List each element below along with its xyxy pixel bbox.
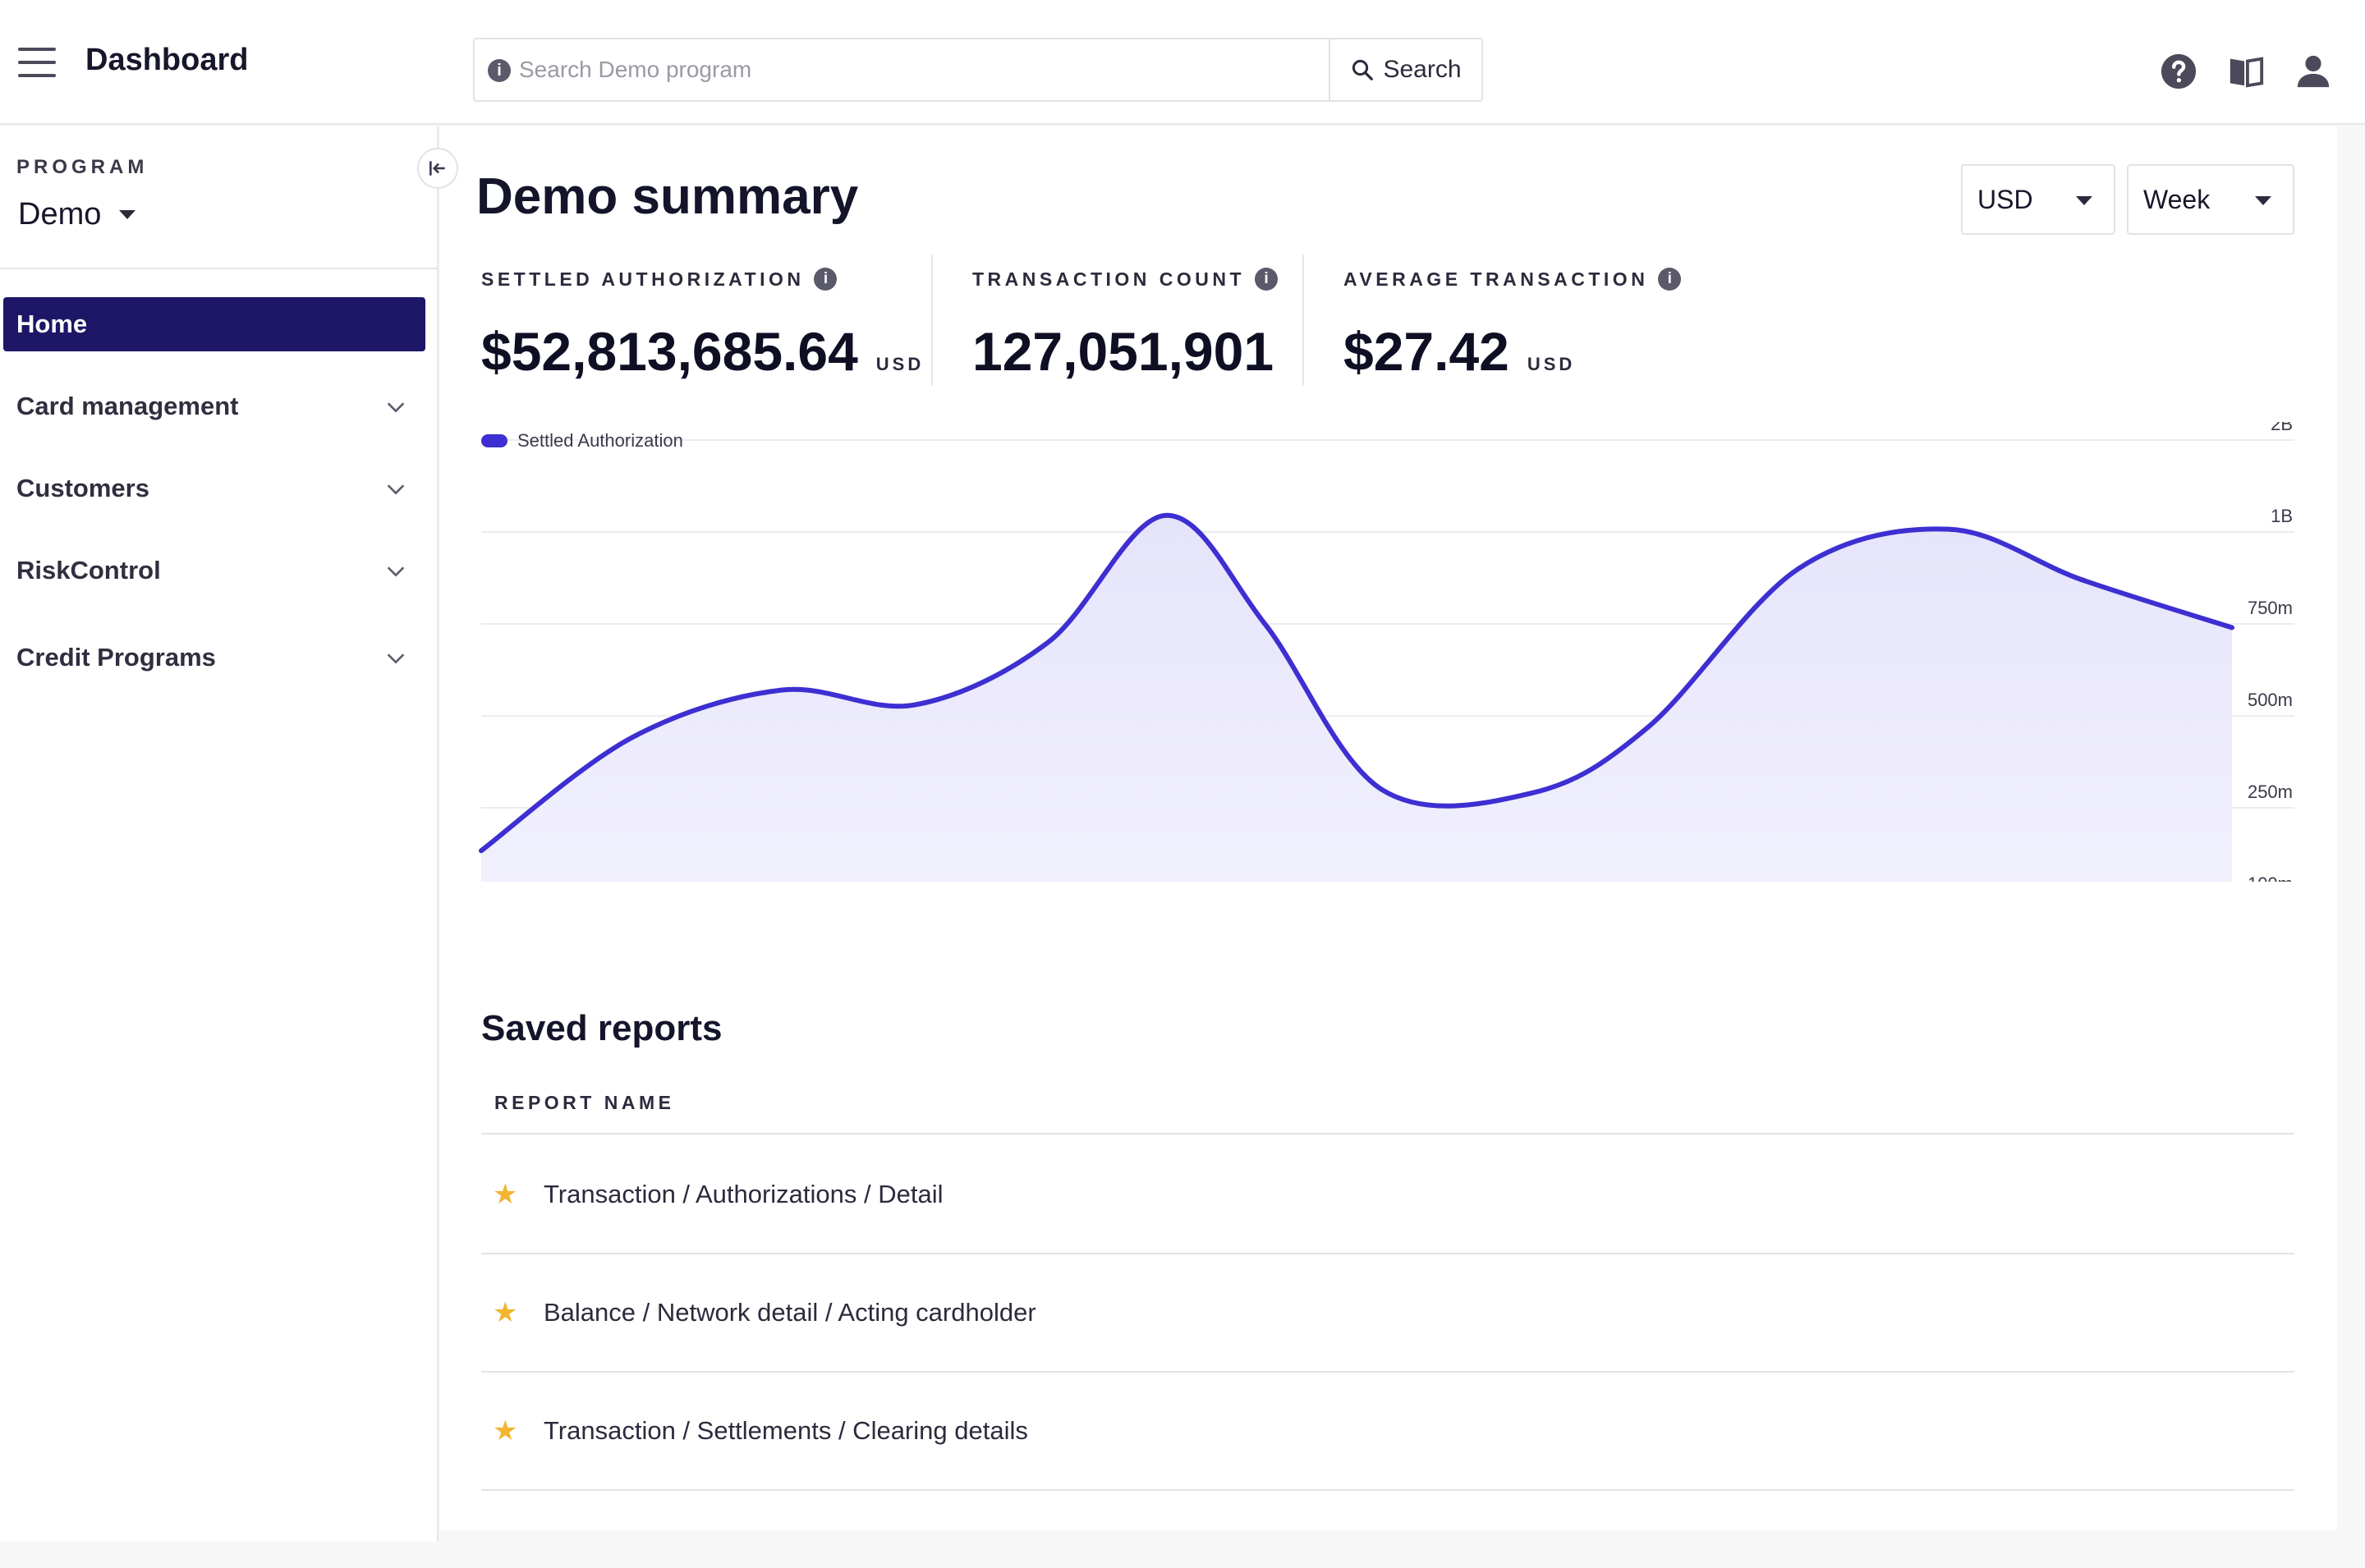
metric-value: $52,813,685.64 USD: [481, 320, 924, 383]
top-bar: Dashboard i Search: [0, 0, 2365, 125]
star-icon[interactable]: ★: [493, 1179, 518, 1210]
report-name: Balance / Network detail / Acting cardho…: [544, 1298, 1036, 1327]
search-bar: i Search: [473, 38, 1483, 102]
table-row[interactable]: ★ Balance / Network detail / Acting card…: [481, 1254, 2294, 1373]
metric-divider: [931, 254, 933, 386]
program-selector[interactable]: Demo: [18, 197, 136, 232]
app-title: Dashboard: [85, 43, 249, 77]
docs-book-icon[interactable]: [2227, 53, 2265, 90]
help-icon[interactable]: [2160, 53, 2197, 90]
y-tick-label: 2B: [2271, 422, 2293, 434]
star-icon[interactable]: ★: [493, 1415, 518, 1447]
sidebar-item-credit-programs[interactable]: Credit Programs: [0, 629, 427, 686]
table-row[interactable]: ★ Transaction / Settlements / Clearing d…: [481, 1373, 2294, 1491]
sidebar-item-riskcontrol[interactable]: RiskControl: [0, 542, 427, 599]
search-icon: [1352, 59, 1374, 80]
metric-divider: [1302, 254, 1304, 386]
report-name: Transaction / Authorizations / Detail: [544, 1180, 944, 1208]
y-tick-label: 500m: [2248, 690, 2293, 710]
search-input[interactable]: [519, 39, 1329, 100]
y-tick-label: 100m: [2248, 873, 2293, 882]
caret-down-icon: [119, 210, 136, 219]
collapse-arrow-icon: [429, 161, 445, 176]
metric-unit: USD: [875, 354, 925, 374]
chart-legend: Settled Authorization: [481, 430, 683, 452]
sidebar-item-customers[interactable]: Customers: [0, 460, 427, 517]
currency-select[interactable]: USD: [1961, 164, 2115, 235]
metric-settled-authorization: SETTLED AUTHORIZATION i $52,813,685.64 U…: [481, 268, 924, 383]
metric-number: $52,813,685.64: [481, 321, 858, 382]
table-row[interactable]: ★ Transaction / Authorizations / Detail: [481, 1136, 2294, 1254]
metric-label-text: TRANSACTION COUNT: [972, 268, 1246, 290]
chevron-down-icon: [387, 566, 405, 577]
program-value: Demo: [18, 197, 102, 232]
metric-label-text: SETTLED AUTHORIZATION: [481, 268, 805, 290]
collapse-sidebar-button[interactable]: [417, 148, 458, 189]
sidebar-item-label: RiskControl: [16, 556, 161, 585]
sidebar: PROGRAM Demo Home Card management Custom…: [0, 126, 458, 1542]
search-button[interactable]: Search: [1329, 39, 1481, 100]
settled-authorization-chart: 100m250m500m750m1B2B May 2020June 2020Ju…: [479, 422, 2294, 882]
y-tick-label: 250m: [2248, 782, 2293, 802]
program-label: PROGRAM: [16, 156, 149, 178]
chart-area: [481, 515, 2232, 882]
metric-number: $27.42: [1343, 321, 1509, 382]
metric-label-text: AVERAGE TRANSACTION: [1343, 268, 1649, 290]
info-icon[interactable]: i: [814, 268, 838, 291]
column-header-report-name: REPORT NAME: [494, 1092, 675, 1113]
metric-value: 127,051,901: [972, 320, 1278, 383]
currency-value: USD: [1977, 185, 2033, 214]
y-tick-label: 750m: [2248, 598, 2293, 618]
sidebar-item-home[interactable]: Home: [3, 297, 425, 351]
metric-label: AVERAGE TRANSACTION i: [1343, 268, 1682, 291]
saved-reports-title: Saved reports: [481, 1008, 723, 1048]
report-name: Transaction / Settlements / Clearing det…: [544, 1416, 1028, 1445]
metric-label: TRANSACTION COUNT i: [972, 268, 1279, 291]
period-value: Week: [2143, 185, 2211, 214]
legend-swatch: [481, 434, 507, 447]
page-title: Demo summary: [476, 168, 859, 225]
search-button-label: Search: [1383, 56, 1462, 83]
metric-unit: USD: [1527, 354, 1576, 374]
sidebar-divider: [0, 268, 437, 269]
legend-label: Settled Authorization: [517, 430, 683, 451]
table-header: REPORT NAME: [481, 1092, 2294, 1135]
menu-icon[interactable]: [18, 48, 56, 77]
top-icons: [2160, 53, 2332, 90]
info-icon: i: [488, 59, 511, 82]
user-icon[interactable]: [2294, 53, 2332, 90]
sidebar-item-label: Credit Programs: [16, 643, 216, 672]
caret-down-icon: [2255, 196, 2271, 205]
sidebar-item-card-management[interactable]: Card management: [0, 378, 427, 435]
search-field-container: i: [475, 39, 1329, 100]
y-tick-label: 1B: [2271, 506, 2293, 526]
metric-average-transaction: AVERAGE TRANSACTION i $27.42 USD: [1343, 268, 1682, 383]
chart-series-line: [479, 512, 2234, 854]
chevron-down-icon: [387, 484, 405, 495]
info-icon[interactable]: i: [1658, 268, 1682, 291]
metric-transaction-count: TRANSACTION COUNT i 127,051,901: [972, 268, 1279, 383]
main-content: Demo summary USD Week SETTLED AUTHORIZAT…: [440, 126, 2337, 1530]
chevron-down-icon: [387, 653, 405, 664]
caret-down-icon: [2076, 196, 2092, 205]
metric-value: $27.42 USD: [1343, 320, 1681, 383]
sidebar-item-label: Card management: [16, 392, 239, 420]
period-select[interactable]: Week: [2127, 164, 2294, 235]
info-icon[interactable]: i: [1255, 268, 1279, 291]
chevron-down-icon: [387, 402, 405, 413]
star-icon[interactable]: ★: [493, 1297, 518, 1328]
metric-label: SETTLED AUTHORIZATION i: [481, 268, 924, 291]
metric-number: 127,051,901: [972, 321, 1274, 382]
sidebar-item-label: Customers: [16, 474, 149, 502]
